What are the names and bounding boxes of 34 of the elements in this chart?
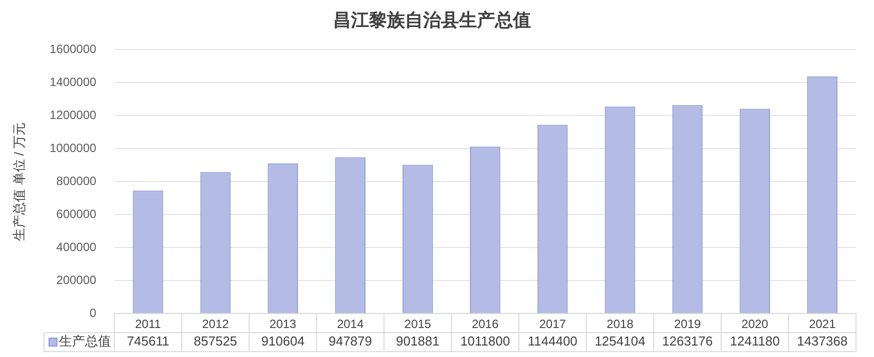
data-label: 947879 [328,334,372,349]
y-tick-label: 400000 [56,240,97,254]
data-label: 1437368 [796,334,848,349]
chart-title: 昌江黎族自治县生产总值 [333,10,531,30]
x-tick-label: 2014 [336,317,364,332]
data-label: 745611 [126,334,170,349]
y-tick-label: 0 [90,306,97,320]
legend-label: 生产总值 [59,334,111,349]
data-label: 1011800 [460,334,510,349]
x-tick-label: 2017 [539,317,566,332]
x-tick-label: 2019 [674,317,702,332]
x-tick-label: 2020 [742,317,769,332]
y-tick-label: 1600000 [50,42,97,56]
y-tick-label: 1000000 [50,140,97,155]
y-tick-label: 800000 [56,174,97,188]
data-label: 1144400 [528,334,578,349]
data-label: 901881 [396,334,440,349]
x-tick-label: 2018 [606,317,634,332]
y-tick-label: 1200000 [50,108,97,122]
x-tick-label: 2016 [472,317,499,332]
data-label: 910604 [261,334,305,349]
y-axis-title: 生产总值 单位 / 万元 [11,122,26,241]
y-tick-label: 1400000 [50,74,97,89]
data-label: 1254104 [594,334,646,349]
x-tick-label: 2021 [808,317,836,332]
x-tick-label: 2011 [135,317,162,332]
x-tick-label: 2012 [202,317,230,332]
data-label: 1241180 [730,334,780,349]
data-label: 857525 [194,334,238,349]
x-tick-label: 2013 [270,317,297,332]
y-tick-label: 600000 [56,206,97,221]
x-tick-label: 2015 [404,317,432,332]
y-tick-label: 200000 [56,272,97,287]
data-label: 1263176 [662,334,713,349]
